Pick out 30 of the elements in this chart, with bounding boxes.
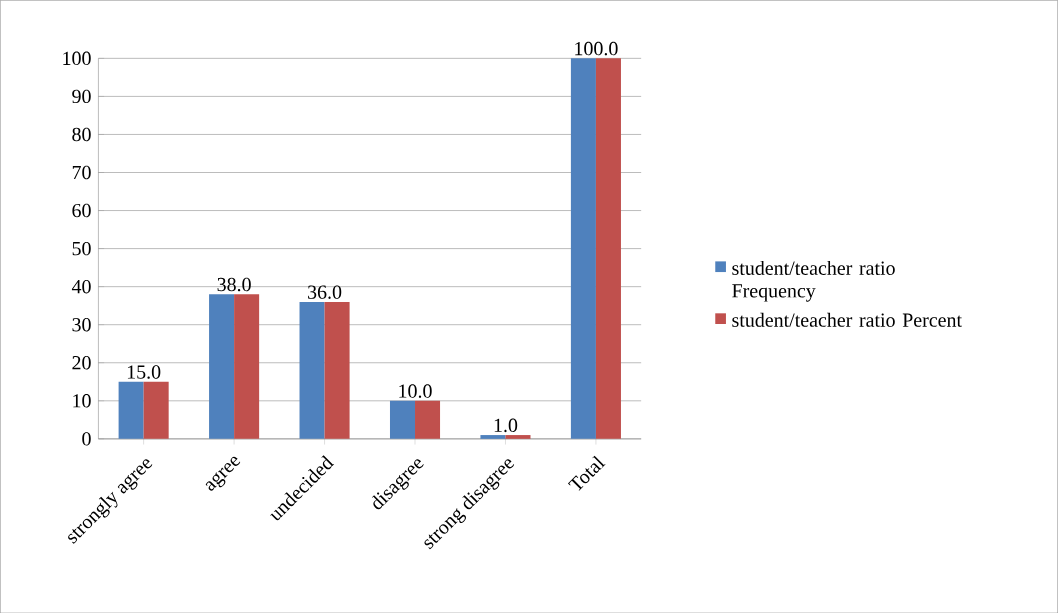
y-tick-label: 40 [71, 279, 91, 294]
y-tick-label: 10 [73, 393, 91, 408]
data-label: 10.0 [399, 384, 432, 398]
y-tick-label: 50 [72, 241, 91, 256]
data-label: 36.0 [308, 285, 342, 299]
y-tick-label: 80 [72, 127, 91, 141]
y-tick-label: 90 [72, 89, 91, 103]
bar [480, 434, 506, 439]
y-tick-label: 70 [72, 165, 91, 180]
y-tick-label: 60 [72, 203, 91, 218]
y-tick-label: 100 [63, 51, 91, 65]
bar [143, 381, 169, 439]
bar [324, 301, 350, 439]
bar [209, 294, 235, 439]
data-label: 15.0 [127, 365, 161, 379]
data-label: 1.0 [494, 418, 518, 432]
legend-label: student/teacher ratio Percent [732, 312, 962, 327]
data-label: 100.0 [575, 41, 618, 56]
y-tick-label: 30 [72, 317, 91, 332]
bar [595, 58, 621, 439]
bar [505, 434, 531, 439]
bar [570, 58, 596, 439]
bar [234, 294, 260, 439]
bar [118, 381, 144, 439]
bar [299, 301, 325, 439]
bar [389, 400, 416, 439]
bar [415, 400, 441, 439]
y-tick-label: 20 [72, 355, 91, 370]
data-label: 38.0 [217, 277, 251, 292]
y-tick-label: 0 [82, 431, 91, 446]
